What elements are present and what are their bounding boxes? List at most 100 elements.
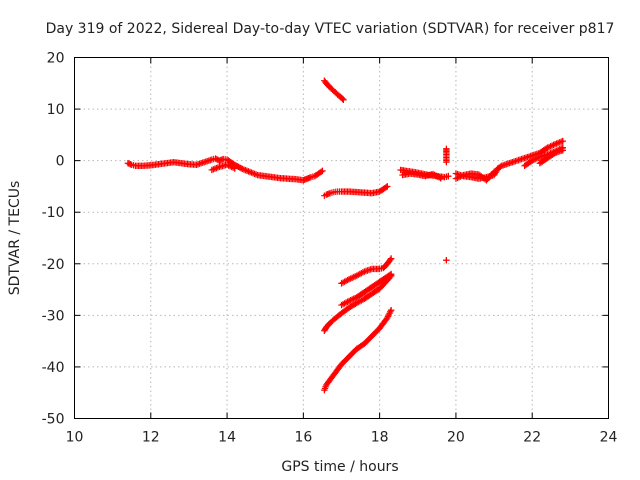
data-series [399, 170, 444, 182]
data-point [490, 168, 498, 176]
x-axis-label: GPS time / hours [281, 459, 398, 475]
data-series [321, 307, 395, 394]
data-series [321, 183, 391, 199]
data-point [225, 162, 232, 169]
data-point [240, 166, 248, 173]
data-point [208, 166, 216, 174]
data-point [237, 165, 245, 172]
data-point [457, 173, 464, 180]
data-point [554, 139, 562, 147]
data-point [445, 172, 452, 180]
y-tick-label: -30 [42, 308, 65, 324]
data-series [452, 168, 498, 184]
data-point [348, 296, 356, 303]
data-series [321, 77, 347, 103]
data-point [548, 142, 556, 149]
data-point [382, 184, 390, 191]
data-point [551, 140, 559, 148]
data-point [243, 167, 251, 174]
data-point [387, 270, 395, 278]
data-point [550, 141, 557, 149]
x-tick-label: 24 [600, 430, 618, 446]
data-point [245, 168, 252, 175]
data-point [248, 169, 255, 176]
data-point [387, 307, 395, 314]
data-point [558, 138, 565, 145]
plot-frame [74, 57, 609, 419]
data-point [229, 164, 237, 171]
y-tick-label: 10 [47, 102, 65, 118]
data-series [443, 145, 450, 264]
data-point [387, 255, 395, 262]
data-point [386, 256, 394, 264]
data-point [347, 275, 354, 282]
data-point [530, 156, 537, 164]
data-point [533, 155, 540, 162]
x-tick-label: 20 [447, 430, 465, 446]
data-series [536, 147, 566, 167]
data-point [345, 297, 353, 305]
x-tick-label: 22 [523, 430, 541, 446]
data-point [535, 154, 542, 161]
data-point [345, 276, 353, 283]
y-tick-label: -40 [42, 360, 65, 376]
data-point [210, 166, 217, 173]
data-point [454, 174, 461, 182]
data-point [458, 172, 466, 180]
y-tick-label: -20 [42, 257, 65, 273]
data-point [319, 167, 326, 175]
data-point [386, 271, 394, 279]
data-point [252, 171, 260, 178]
x-tick-label: 18 [371, 430, 389, 446]
data-point [348, 274, 356, 282]
data-point [211, 165, 219, 172]
y-tick-label: -10 [42, 205, 65, 221]
data-point [553, 140, 560, 147]
data-point [556, 139, 563, 146]
data-series [338, 270, 395, 309]
data-point [246, 168, 254, 176]
data-point [497, 163, 504, 170]
data-point [547, 143, 554, 150]
data-point [251, 170, 258, 178]
data-point [317, 168, 325, 176]
data-point [359, 269, 367, 276]
data-point [455, 174, 463, 181]
data-point [339, 95, 346, 102]
data-series [338, 255, 395, 287]
y-axis-label: SDTVAR / TECUs [7, 181, 23, 296]
data-point [242, 166, 249, 174]
data-point [249, 170, 257, 177]
data-point [489, 169, 497, 177]
chart-title: Day 319 of 2022, Sidereal Day-to-day VTE… [46, 21, 615, 37]
data-point [559, 137, 566, 145]
data-point [559, 147, 566, 154]
data-point [532, 155, 539, 163]
data-point [214, 164, 222, 171]
data-point [239, 165, 246, 173]
x-tick-label: 16 [294, 430, 312, 446]
data-point [435, 174, 443, 181]
data-point [529, 157, 536, 164]
data-point [544, 144, 551, 151]
y-tick-label: -50 [42, 412, 65, 428]
data-point [213, 164, 220, 172]
data-point [226, 163, 234, 170]
data-point [347, 296, 354, 304]
data-point [443, 256, 450, 264]
data-point [223, 161, 231, 168]
data-point [340, 96, 347, 103]
data-point [350, 273, 357, 281]
data-point [231, 165, 238, 172]
data-point [545, 143, 553, 151]
data-point [550, 150, 558, 157]
data-point [228, 163, 235, 171]
x-tick-label: 12 [142, 430, 160, 446]
y-tick-label: 20 [47, 51, 65, 67]
data-point [452, 175, 460, 182]
data-point [384, 183, 391, 190]
x-tick-label: 10 [66, 430, 84, 446]
y-tick-label: 0 [56, 154, 65, 170]
data-point [350, 295, 357, 302]
